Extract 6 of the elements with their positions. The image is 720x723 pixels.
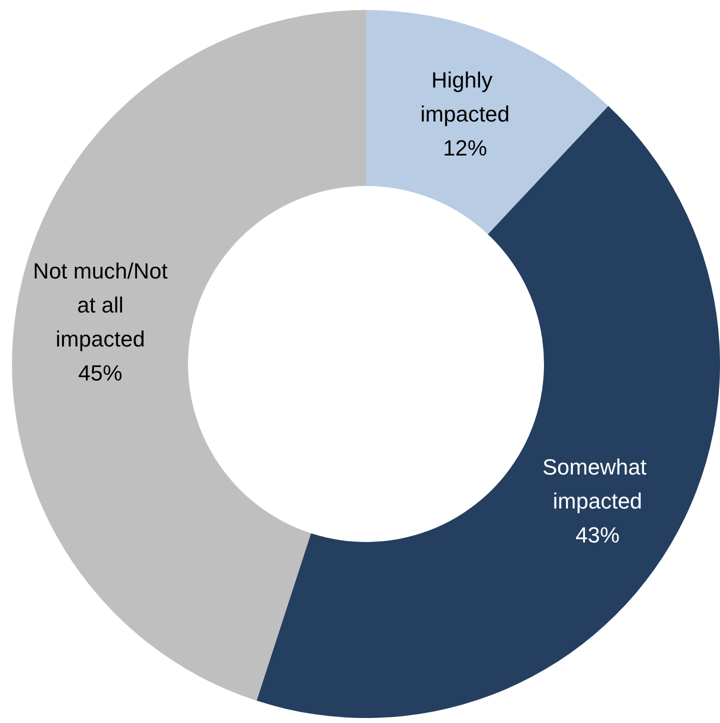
- data-label: 12%: [443, 135, 488, 160]
- data-label: 43%: [576, 522, 620, 548]
- slice-label: Somewhat impacted: [542, 454, 653, 514]
- slice-label: Not much/Not at all impacted: [33, 258, 168, 352]
- data-label: 45%: [78, 360, 122, 386]
- slice-label: Highly impacted: [420, 67, 510, 126]
